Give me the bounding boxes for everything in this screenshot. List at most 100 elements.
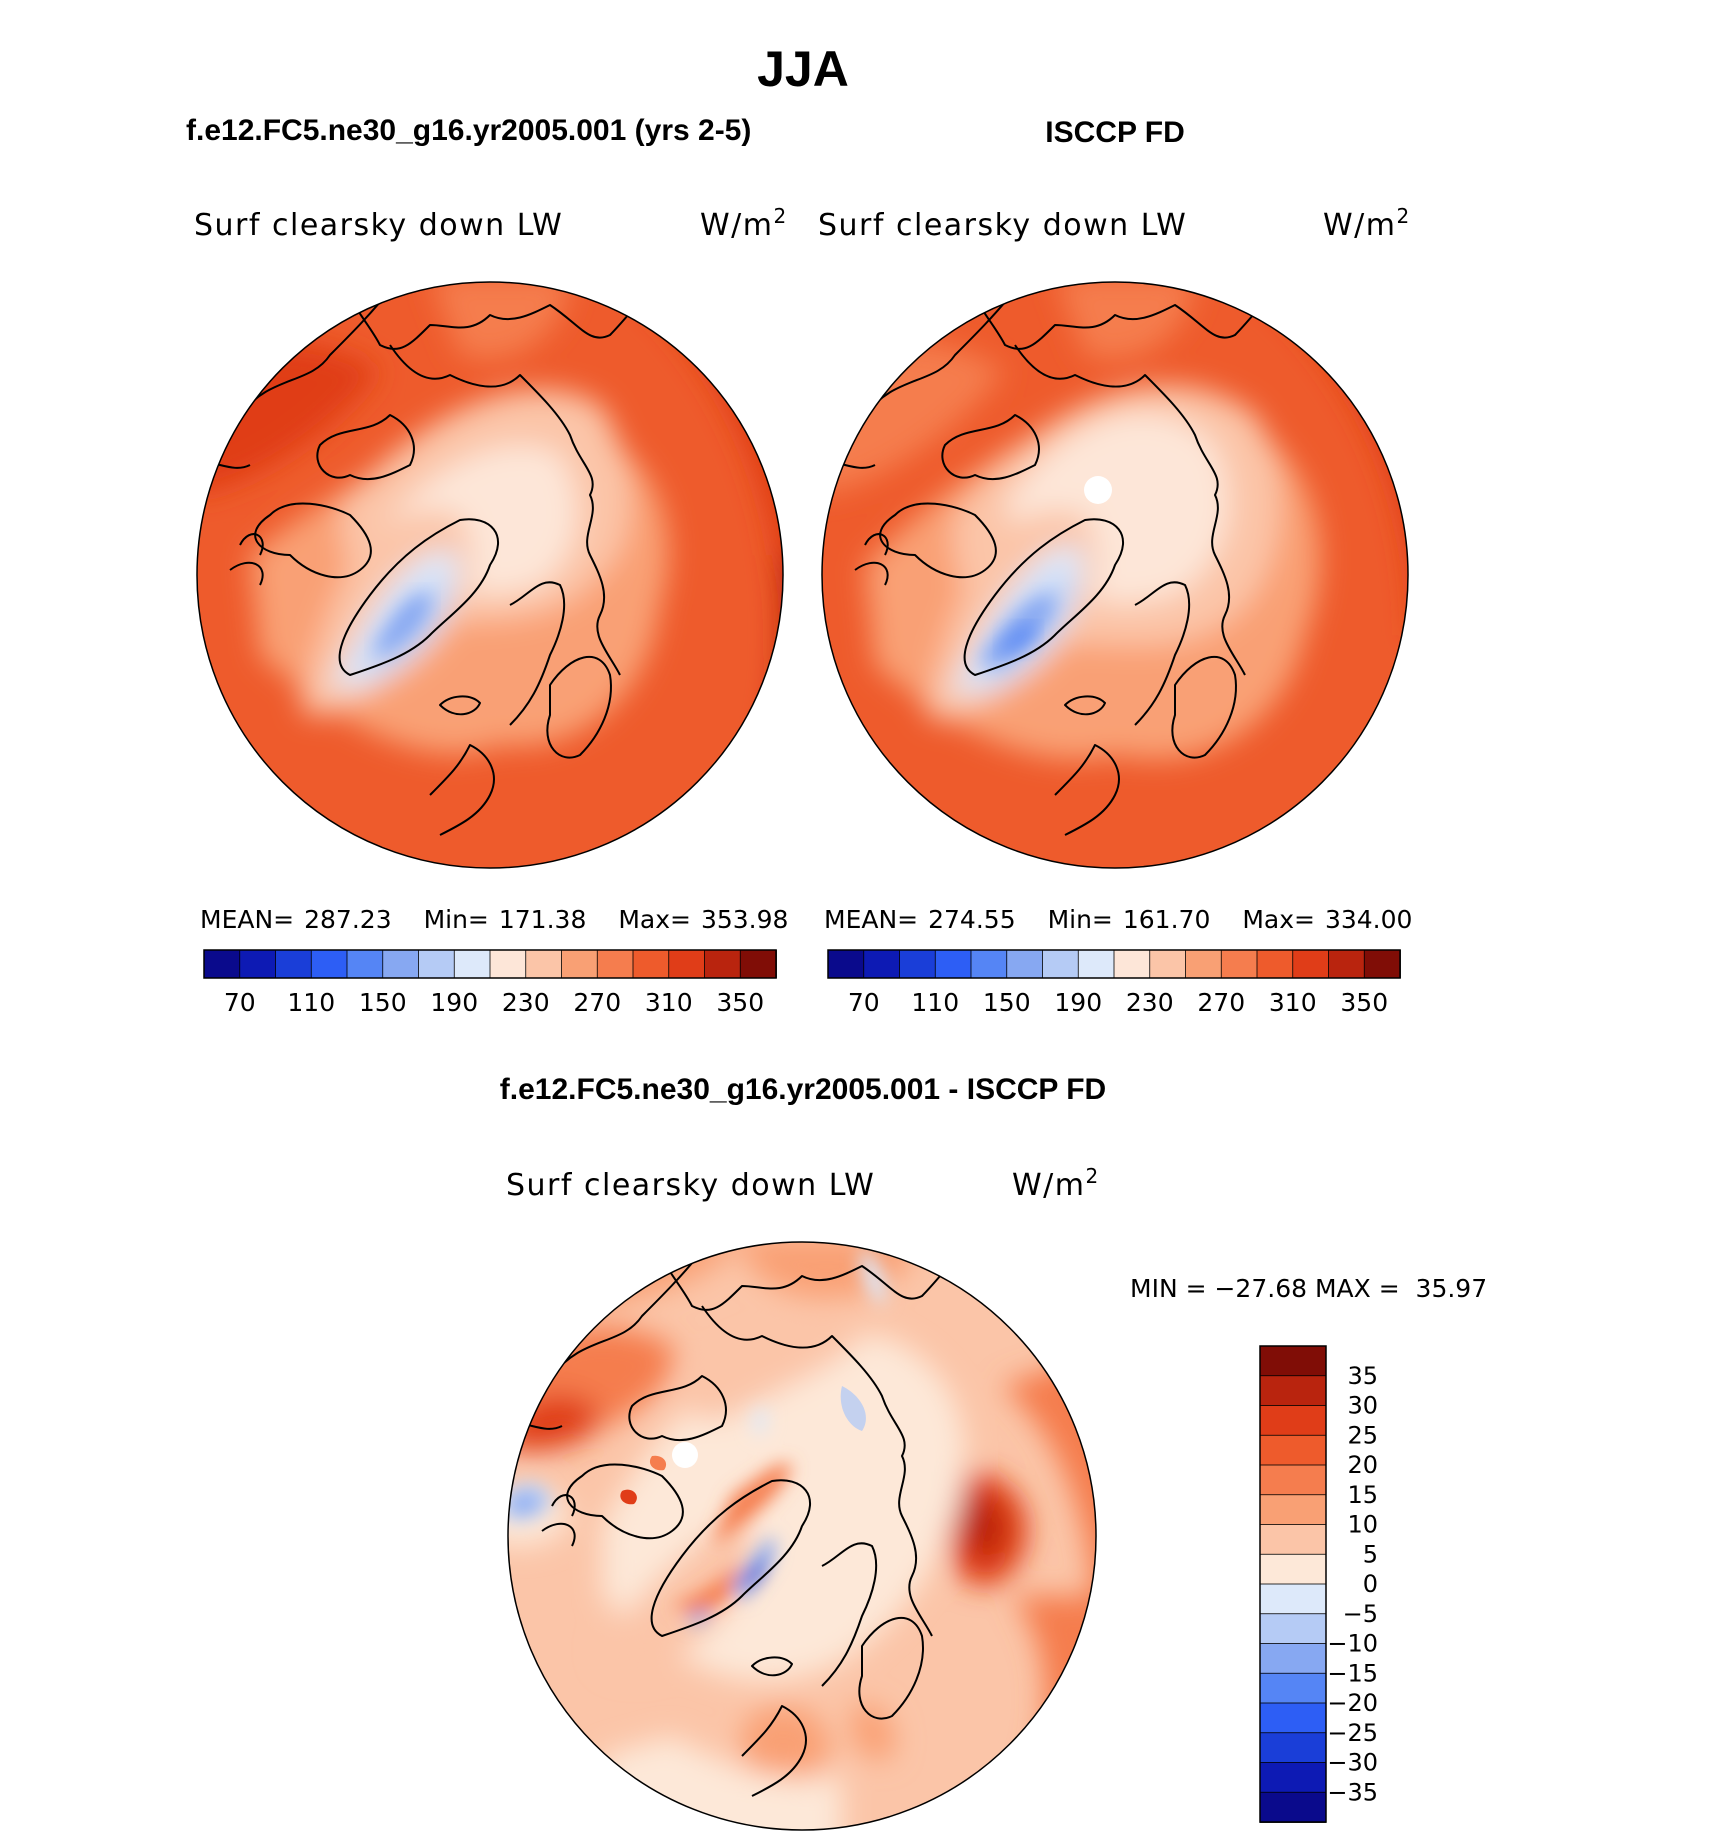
colorbar-swatch bbox=[203, 949, 241, 979]
panel-diff-case-title: f.e12.FC5.ne30_g16.yr2005.001 - ISCCP FD bbox=[500, 1073, 1106, 1106]
colorbar-tick-label: 270 bbox=[573, 988, 621, 1017]
colorbar-swatch bbox=[1042, 949, 1080, 979]
colorbar-swatch bbox=[1259, 1524, 1327, 1556]
colorbar-tick-label: −5 bbox=[1343, 1600, 1378, 1628]
colorbar-swatch bbox=[1259, 1762, 1327, 1794]
panel-obs-case-title: ISCCP FD bbox=[1045, 116, 1184, 149]
panel-diff-units: W/m2 bbox=[1012, 1164, 1100, 1203]
panel-model-colorbar: 70 110 150 190 230 270 310 350 bbox=[203, 949, 777, 1017]
panel-model-case-title: f.e12.FC5.ne30_g16.yr2005.001 (yrs 2-5) bbox=[186, 114, 751, 147]
panel-diff-minmax: MIN = −27.68 MAX = 35.97 bbox=[1130, 1274, 1487, 1303]
colorbar-swatch bbox=[827, 949, 865, 979]
colorbar-swatch bbox=[453, 949, 491, 979]
colorbar-tick-label: 20 bbox=[1347, 1451, 1378, 1479]
colorbar-swatch bbox=[704, 949, 742, 979]
colorbar-swatch bbox=[310, 949, 348, 979]
colorbar-tick-label: 70 bbox=[224, 988, 256, 1017]
colorbar-swatch bbox=[1328, 949, 1366, 979]
colorbar-swatch bbox=[1259, 1375, 1327, 1407]
colorbar-swatch bbox=[239, 949, 277, 979]
colorbar-swatch bbox=[1259, 1494, 1327, 1526]
colorbar-tick-label: 110 bbox=[287, 988, 335, 1017]
colorbar-tick-label: 350 bbox=[1340, 988, 1388, 1017]
colorbar-swatch bbox=[1149, 949, 1187, 979]
panel-obs-coastlines-icon bbox=[822, 282, 1296, 836]
panel-obs: ISCCP FD Surf clearsky down LW W/m2 bbox=[818, 116, 1412, 1017]
colorbar-swatch bbox=[1259, 1583, 1327, 1615]
colorbar-tick-label: 30 bbox=[1347, 1392, 1378, 1420]
colorbar-swatch bbox=[1259, 1732, 1327, 1764]
colorbar-swatch bbox=[934, 949, 972, 979]
panel-diff-map bbox=[508, 1242, 1096, 1830]
colorbar-tick-label: 150 bbox=[359, 988, 407, 1017]
panel-obs-map bbox=[822, 282, 1408, 868]
colorbar-tick-label: 190 bbox=[1054, 988, 1102, 1017]
colorbar-tick-label: 70 bbox=[848, 988, 880, 1017]
colorbar-swatch bbox=[1292, 949, 1330, 979]
colorbar-swatch bbox=[1256, 949, 1294, 979]
colorbar-tick-label: 110 bbox=[911, 988, 959, 1017]
colorbar-swatch bbox=[1185, 949, 1223, 979]
figure-title: JJA bbox=[757, 41, 849, 97]
colorbar-frame bbox=[203, 949, 777, 979]
colorbar-swatch bbox=[1259, 1434, 1327, 1466]
colorbar-tick-label: −30 bbox=[1327, 1749, 1378, 1777]
colorbar-swatch bbox=[1259, 1791, 1327, 1823]
colorbar-swatch bbox=[1259, 1643, 1327, 1675]
colorbar-swatch bbox=[561, 949, 599, 979]
panel-model: f.e12.FC5.ne30_g16.yr2005.001 (yrs 2-5) … bbox=[186, 114, 788, 1017]
colorbar-tick-label: 270 bbox=[1197, 988, 1245, 1017]
panel-obs-variable: Surf clearsky down LW bbox=[818, 208, 1187, 243]
colorbar-swatch bbox=[1363, 949, 1401, 979]
colorbar-swatch bbox=[632, 949, 670, 979]
colorbar-swatch bbox=[1259, 1405, 1327, 1437]
colorbar-tick-label: 310 bbox=[645, 988, 693, 1017]
colorbar-tick-label: 15 bbox=[1347, 1481, 1378, 1509]
panel-model-units: W/m2 bbox=[700, 204, 788, 243]
colorbar-tick-label: 230 bbox=[502, 988, 550, 1017]
colorbar-swatch bbox=[1259, 1464, 1327, 1496]
panel-obs-stats: MEAN= 274.55 Min= 161.70 Max= 334.00 bbox=[824, 905, 1412, 934]
colorbar-swatch bbox=[1259, 1345, 1327, 1377]
colorbar-tick-label: 350 bbox=[716, 988, 764, 1017]
panel-diff-variable: Surf clearsky down LW bbox=[506, 1168, 875, 1203]
colorbar-frame bbox=[827, 949, 1401, 979]
panel-obs-colorbar: 70 110 150 190 230 270 310 350 bbox=[827, 949, 1401, 1017]
colorbar-swatch bbox=[668, 949, 706, 979]
colorbar-swatch bbox=[970, 949, 1008, 979]
colorbar-swatch bbox=[1006, 949, 1044, 979]
colorbar-swatch bbox=[739, 949, 777, 979]
colorbar-tick-label: 310 bbox=[1269, 988, 1317, 1017]
colorbar-swatch bbox=[1259, 1672, 1327, 1704]
colorbar-swatch bbox=[1113, 949, 1151, 979]
colorbar-swatch bbox=[596, 949, 634, 979]
colorbar-swatch bbox=[275, 949, 313, 979]
panel-model-coastlines-icon bbox=[197, 282, 671, 836]
colorbar-swatch bbox=[863, 949, 901, 979]
colorbar-swatch bbox=[346, 949, 384, 979]
colorbar-tick-label: 10 bbox=[1347, 1511, 1378, 1539]
colorbar-tick-label: 190 bbox=[430, 988, 478, 1017]
colorbar-tick-label: −15 bbox=[1327, 1659, 1378, 1687]
colorbar-tick-label: 35 bbox=[1347, 1362, 1378, 1390]
panel-model-stats: MEAN= 287.23 Min= 171.38 Max= 353.98 bbox=[200, 905, 788, 934]
colorbar-tick-label: 25 bbox=[1347, 1421, 1378, 1449]
colorbar-swatch bbox=[899, 949, 937, 979]
colorbar-swatch bbox=[418, 949, 456, 979]
colorbar-swatch bbox=[1077, 949, 1115, 979]
colorbar-swatch bbox=[1220, 949, 1258, 979]
colorbar-frame bbox=[1259, 1345, 1327, 1823]
colorbar-tick-label: −25 bbox=[1327, 1719, 1378, 1747]
colorbar-swatch bbox=[1259, 1702, 1327, 1734]
colorbar-tick-label: 5 bbox=[1363, 1540, 1378, 1568]
colorbar-tick-label: −35 bbox=[1327, 1778, 1378, 1806]
colorbar-swatch bbox=[489, 949, 527, 979]
colorbar-swatch bbox=[382, 949, 420, 979]
panel-obs-units: W/m2 bbox=[1323, 204, 1411, 243]
colorbar-tick-label: 230 bbox=[1126, 988, 1174, 1017]
panel-model-map bbox=[197, 282, 783, 868]
colorbar-tick-label: −20 bbox=[1327, 1689, 1378, 1717]
colorbar-tick-label: −10 bbox=[1327, 1630, 1378, 1658]
